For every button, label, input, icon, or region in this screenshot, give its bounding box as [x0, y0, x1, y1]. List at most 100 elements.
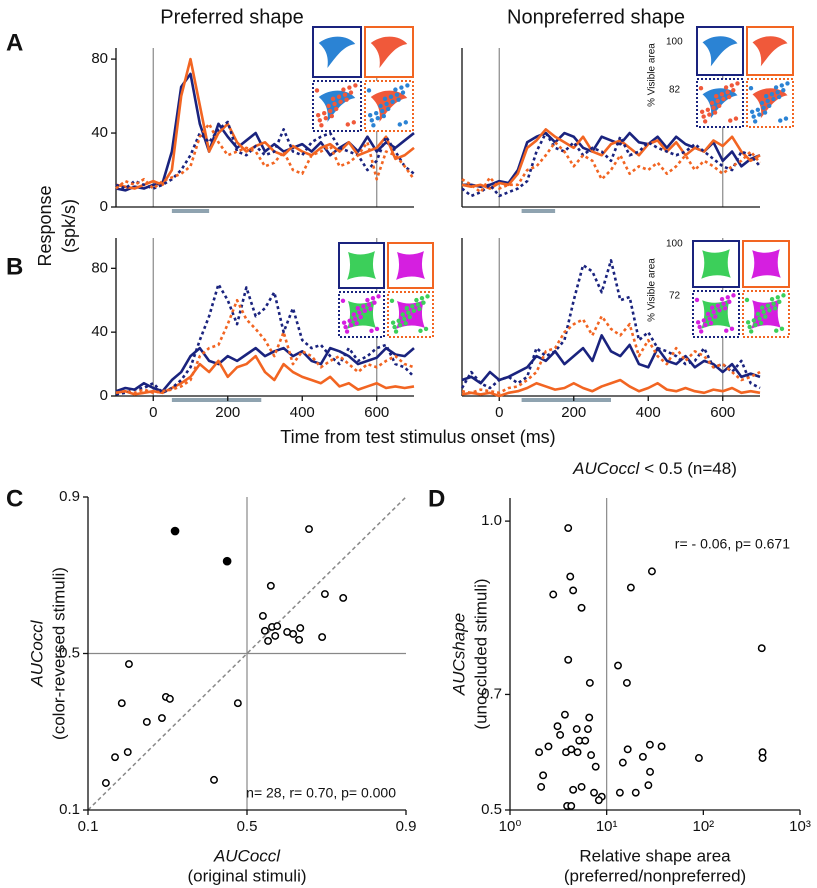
inset-dot [769, 296, 775, 302]
scatter-point [544, 742, 553, 751]
y-tick-label: 40 [91, 124, 108, 141]
scatter-point [117, 699, 126, 708]
scatter-point [569, 586, 578, 595]
scatter-point [757, 644, 766, 653]
inset-dot [725, 90, 730, 95]
chart-title-part: AUCoccl [572, 459, 640, 478]
inset-dot [374, 326, 380, 332]
inset-dot [711, 105, 716, 111]
series-line [115, 120, 415, 190]
inset-dot [316, 113, 321, 118]
inset-shape [751, 249, 781, 279]
scatter-point [170, 526, 180, 536]
inset-dot [761, 105, 766, 111]
inset-dot [729, 326, 735, 332]
inset-dot [785, 81, 790, 86]
inset-dot [317, 118, 322, 123]
inset-dot [368, 113, 373, 118]
inset-dot [710, 305, 715, 310]
inset-dot [744, 297, 750, 303]
inset-dot [755, 311, 761, 317]
inset-dot [332, 101, 337, 107]
inset-tick-label: 82 [669, 85, 681, 96]
series-line [461, 128, 761, 190]
inset-dot [326, 103, 331, 109]
inset-dot [708, 320, 714, 326]
inset-dot [748, 86, 754, 91]
inset-dot [358, 314, 363, 320]
scatter-point [289, 629, 298, 638]
inset-dot [760, 305, 765, 310]
inset-tick-label: 72 [669, 291, 681, 302]
scatter-point [535, 748, 544, 757]
inset-dot [390, 320, 396, 325]
y-axis-label: Response [35, 185, 55, 266]
inset-dot [767, 103, 772, 109]
inset-dot [695, 320, 701, 325]
scatter-point [222, 556, 232, 566]
inset-dot [772, 306, 778, 311]
inset-dot [392, 324, 397, 330]
inset-dot [773, 85, 779, 90]
inset-dot [745, 320, 751, 325]
inset-dot [406, 310, 411, 315]
chart-title: Preferred shape [160, 6, 303, 28]
inset-dot [699, 109, 705, 115]
scatter-point [572, 725, 581, 734]
inset-dot [348, 90, 354, 95]
y-tick-label: 0 [100, 198, 108, 215]
inset-dot [715, 98, 720, 104]
y-axis-label: (unoccluded stimuli) [471, 578, 490, 729]
inset-dot [777, 299, 782, 305]
scatter-point [585, 713, 594, 722]
inset-dot [707, 112, 712, 117]
scatter-point [123, 748, 132, 757]
analysis-window [171, 398, 262, 402]
annotation: r= - 0.06, p= 0.671 [675, 536, 790, 552]
scatter-point [581, 736, 590, 745]
inset-axis-label: % Visible area [647, 43, 658, 107]
inset-shape [318, 36, 356, 68]
inset-dot [761, 309, 766, 315]
inset-dot [353, 83, 358, 88]
series-line [115, 354, 415, 396]
scatter-point [556, 730, 565, 739]
inset-dot [769, 92, 775, 97]
series-line [461, 314, 761, 395]
inset-dot [341, 320, 347, 325]
scatter-point [305, 525, 313, 534]
inset-dot [351, 312, 356, 317]
scatter-point [567, 802, 576, 810]
inset-dot [717, 103, 722, 109]
scatter-point [758, 754, 767, 762]
x-tick-label: 10² [692, 818, 714, 835]
inset-dot [423, 326, 429, 332]
inset-dot [783, 116, 789, 121]
x-tick-label: 400 [290, 404, 315, 421]
inset-dot [366, 88, 372, 93]
panel-label: A [6, 29, 23, 56]
scatter-point [622, 678, 631, 687]
y-tick-label: 0.5 [481, 801, 502, 818]
scatter-point [566, 572, 575, 581]
scatter-point [567, 745, 576, 754]
x-tick-label: 0 [495, 404, 503, 421]
inset-dot [393, 87, 398, 92]
inset-dot [771, 301, 776, 306]
scatter-point [631, 788, 640, 797]
inset-dot [751, 318, 757, 323]
series-line [115, 282, 415, 396]
inset-dot [403, 120, 408, 125]
inset-dot [368, 306, 373, 312]
inset-dot [404, 306, 409, 311]
inset-dot [703, 322, 708, 328]
panel-label: B [6, 253, 23, 280]
inset-dot [322, 110, 327, 116]
inset-dot [343, 324, 348, 330]
scatter-point [623, 745, 632, 754]
scatter-point [618, 758, 627, 767]
inset-dot [727, 299, 732, 305]
inset-dot [765, 303, 771, 308]
inset-dot [775, 295, 780, 300]
scatter-point [614, 661, 622, 670]
